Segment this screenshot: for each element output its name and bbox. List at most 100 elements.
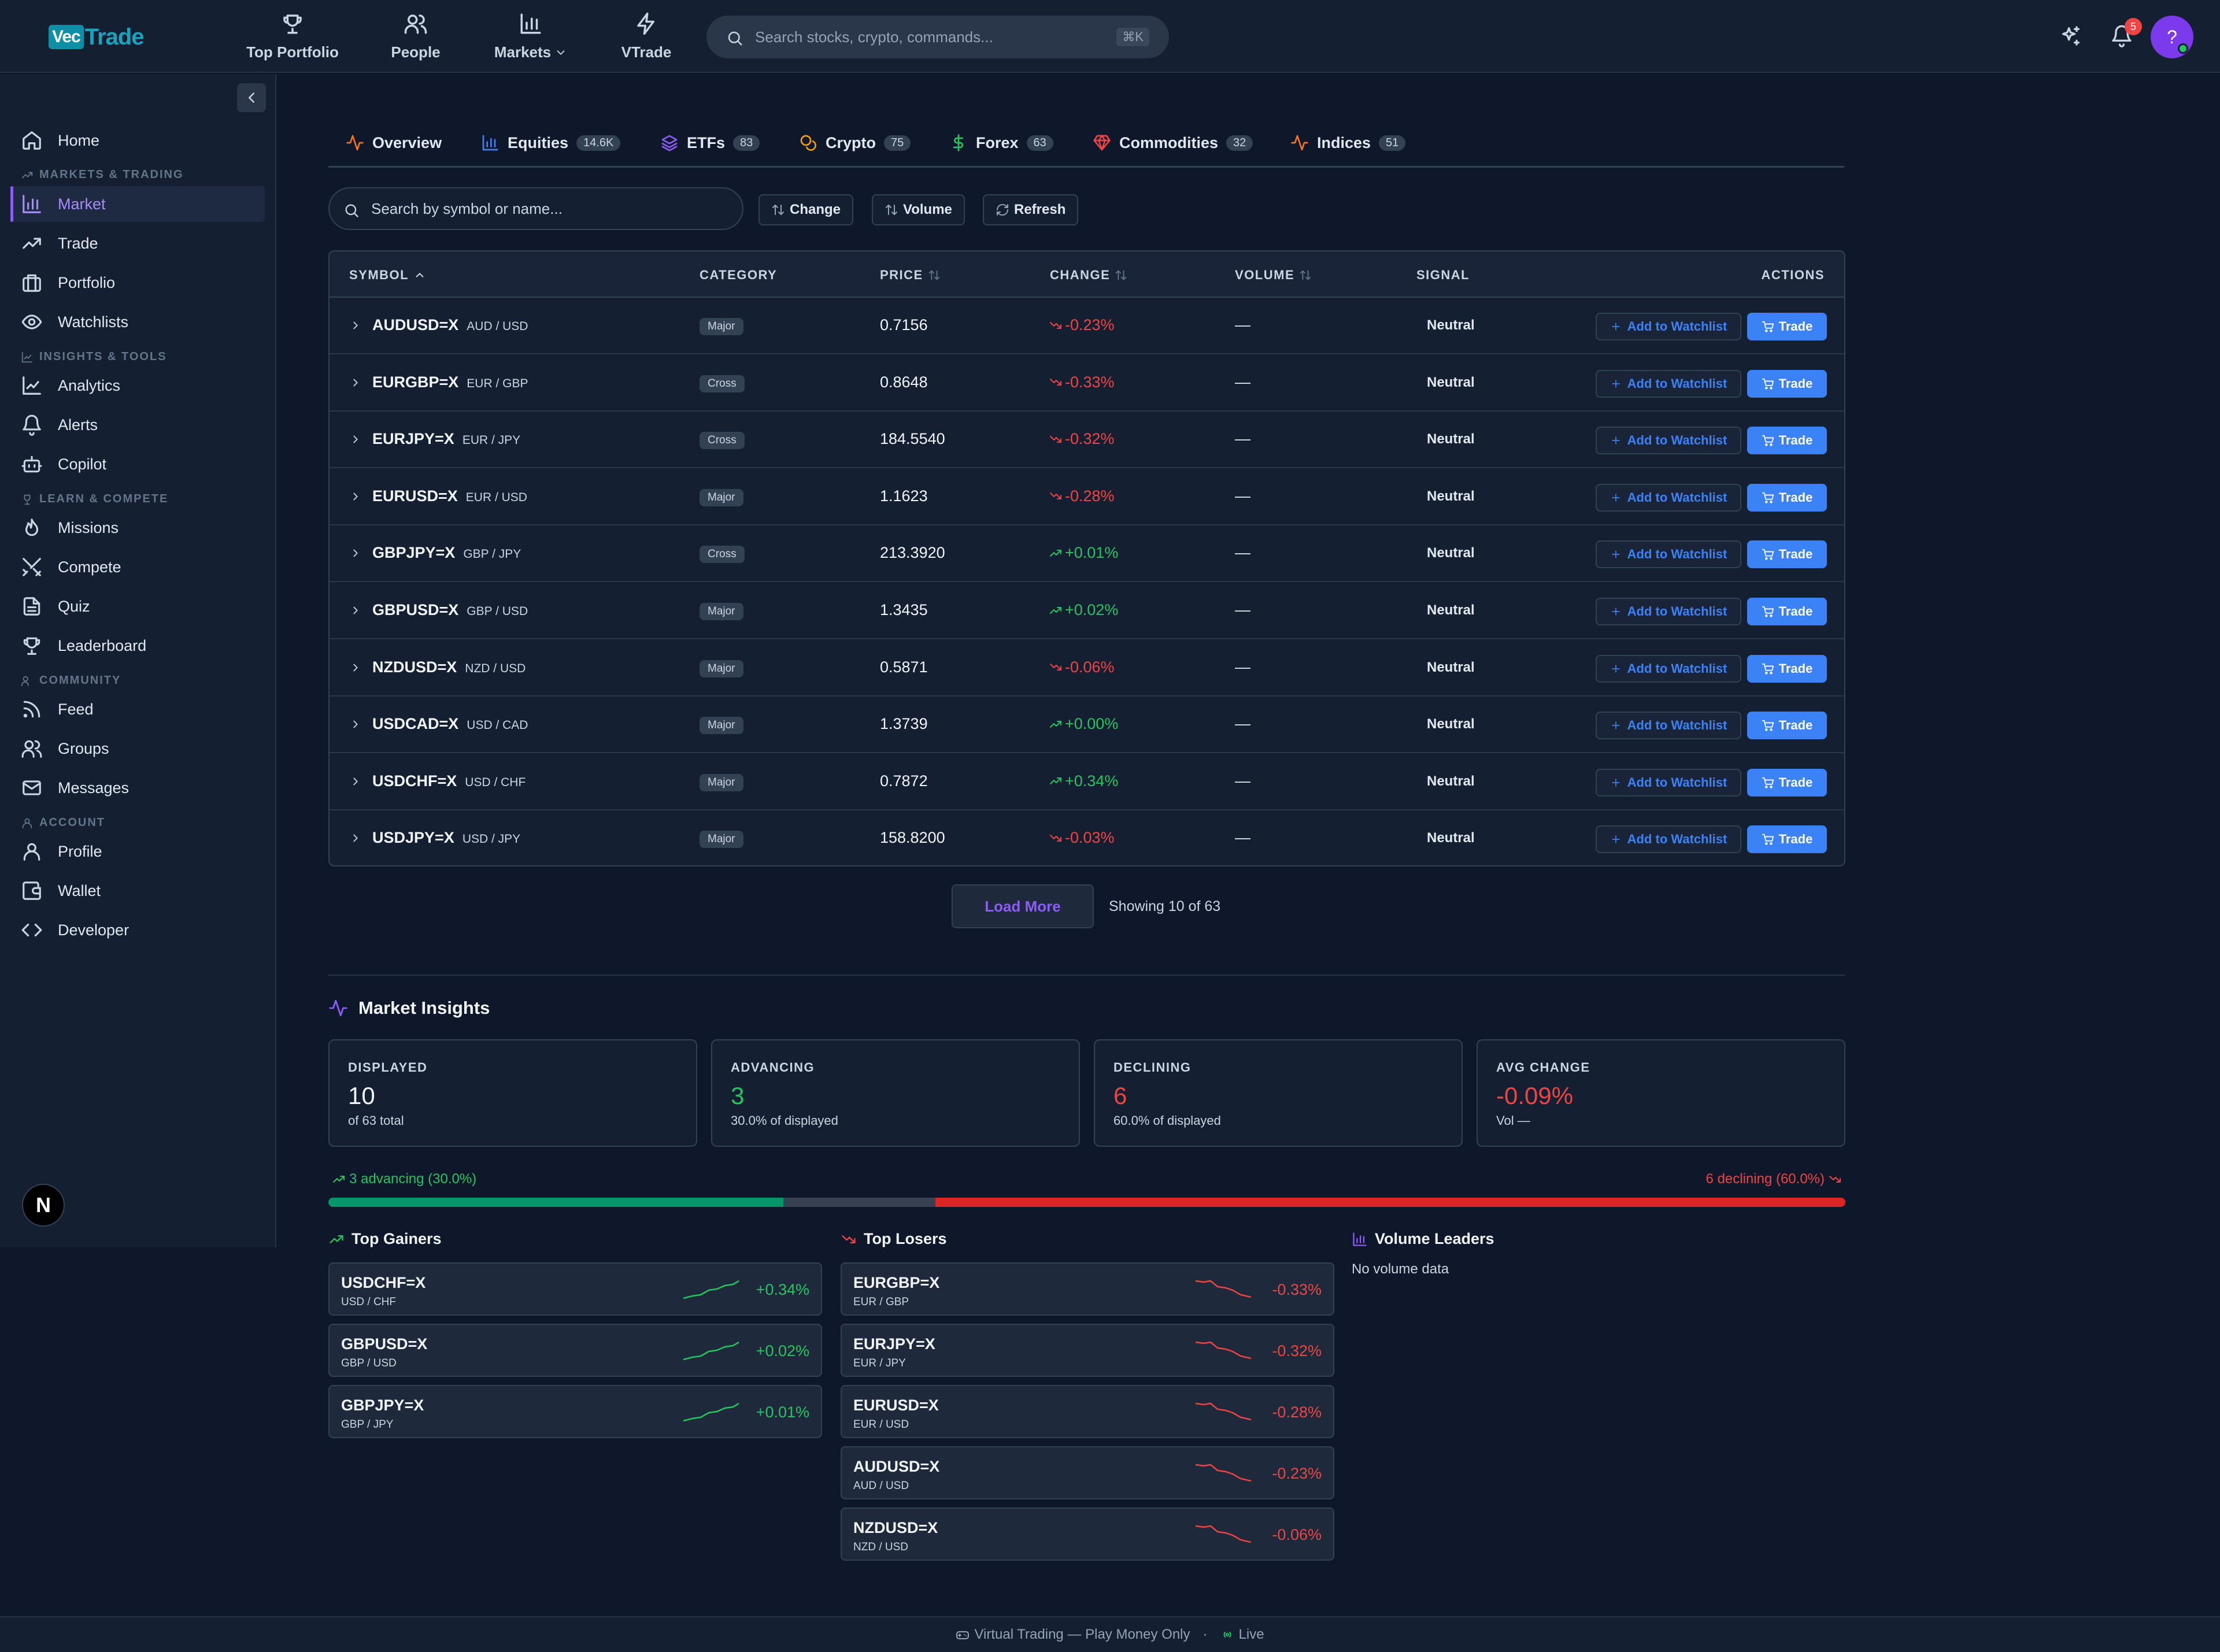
table-row[interactable]: GBPUSD=X GBP / USD Major 1.3435 +0.02% — Neutr… [330, 583, 1844, 639]
sidebar-item-trade[interactable]: Trade [10, 225, 265, 261]
gainer-item[interactable]: GBPJPY=X GBP / JPY +0.01% [328, 1385, 822, 1438]
sidebar-item-watchlists[interactable]: Watchlists [10, 304, 265, 340]
gainer-item[interactable]: GBPUSD=X GBP / USD +0.02% [328, 1324, 822, 1377]
table-row[interactable]: AUDUSD=X AUD / USD Major 0.7156 -0.23% — Neutr… [330, 298, 1844, 354]
add-to-watchlist-button[interactable]: Add to Watchlist [1596, 654, 1741, 683]
activity-icon [1291, 135, 1308, 151]
global-search[interactable]: ⌘K [706, 16, 1169, 58]
gainer-item[interactable]: USDCHF=X USD / CHF +0.34% [328, 1262, 822, 1316]
insight-card: DECLINING 6 60.0% of displayed [1094, 1039, 1463, 1147]
table-row[interactable]: USDCHF=X USD / CHF Major 0.7872 +0.34% — Neutr… [330, 754, 1844, 810]
trade-button[interactable]: Trade [1747, 654, 1827, 683]
loser-item[interactable]: EURJPY=X EUR / JPY -0.32% [841, 1324, 1334, 1377]
refresh-button[interactable]: Refresh [983, 194, 1079, 225]
nav-vtrade[interactable]: VTrade [617, 12, 675, 61]
global-search-input[interactable] [755, 16, 1102, 58]
header-symbol[interactable]: SYMBOL [349, 268, 426, 283]
nav-markets[interactable]: Markets [491, 12, 570, 61]
trade-button[interactable]: Trade [1747, 712, 1827, 740]
symbol-search[interactable] [328, 187, 743, 230]
table-row[interactable]: GBPJPY=X GBP / JPY Cross 213.3920 +0.01% — Neu… [330, 525, 1844, 583]
sidebar-item-developer[interactable]: Developer [10, 912, 265, 948]
sidebar-item-analytics[interactable]: Analytics [10, 368, 265, 403]
tab-label: Overview [372, 134, 442, 151]
sidebar-item-market[interactable]: Market [10, 186, 265, 222]
sidebar-item-messages[interactable]: Messages [10, 770, 265, 806]
collapse-sidebar-button[interactable] [237, 83, 266, 112]
add-to-watchlist-button[interactable]: Add to Watchlist [1596, 768, 1741, 797]
tab-forex[interactable]: Forex 63 [949, 129, 1053, 156]
table-row[interactable]: NZDUSD=X NZD / USD Major 0.5871 -0.06% — Neutr… [330, 640, 1844, 697]
mail-icon [23, 780, 41, 795]
search-icon [728, 31, 742, 46]
add-to-watchlist-button[interactable]: Add to Watchlist [1596, 427, 1741, 455]
logo[interactable]: Vec Trade [49, 22, 144, 52]
sidebar-item-feed[interactable]: Feed [10, 691, 265, 727]
trade-button[interactable]: Trade [1747, 540, 1827, 569]
sidebar-item-compete[interactable]: Compete [10, 549, 265, 585]
sidebar-item-missions[interactable]: Missions [10, 510, 265, 546]
header-volume[interactable]: VOLUME [1235, 268, 1312, 283]
table-row[interactable]: USDJPY=X USD / JPY Major 158.8200 -0.03% — Neu… [330, 810, 1844, 865]
row-signal: Neutral [1427, 374, 1475, 390]
nav-top-portfolio[interactable]: Top Portfolio [245, 12, 340, 61]
tab-crypto[interactable]: Crypto 75 [799, 129, 911, 156]
sidebar-item-portfolio[interactable]: Portfolio [10, 265, 265, 301]
symbol-search-input[interactable] [371, 188, 718, 229]
trade-button[interactable]: Trade [1747, 598, 1827, 625]
breadth-declining-fill [935, 1198, 1845, 1207]
sidebar-item-home[interactable]: Home [10, 123, 265, 158]
sidebar-item-copilot[interactable]: Copilot [10, 446, 265, 482]
sidebar-item-quiz[interactable]: Quiz [10, 588, 265, 624]
sidebar-item-profile[interactable]: Profile [10, 834, 265, 869]
avatar[interactable]: ? [2151, 16, 2193, 58]
table-row[interactable]: EURGBP=X EUR / GBP Cross 0.8648 -0.33% — Neutr… [330, 355, 1844, 412]
sort-volume-button[interactable]: Volume [872, 194, 965, 225]
sidebar-item-groups[interactable]: Groups [10, 731, 265, 766]
tab-indices[interactable]: Indices 51 [1290, 129, 1406, 156]
trade-button[interactable]: Trade [1747, 768, 1827, 797]
sidebar-item-leaderboard[interactable]: Leaderboard [10, 628, 265, 664]
loser-item[interactable]: AUDUSD=X AUD / USD -0.23% [841, 1446, 1334, 1499]
trade-button[interactable]: Trade [1747, 483, 1827, 512]
sort-change-button[interactable]: Change [758, 194, 854, 225]
trade-button[interactable]: Trade [1747, 313, 1827, 340]
table-row[interactable]: EURJPY=X EUR / JPY Cross 184.5540 -0.32% — Neu… [330, 412, 1844, 469]
tab-equities[interactable]: Equities 14.6K [481, 129, 621, 156]
chevron-right-icon [353, 720, 358, 728]
sidebar-item-alerts[interactable]: Alerts [10, 407, 265, 443]
button-label: Volume [903, 202, 952, 217]
add-to-watchlist-button[interactable]: Add to Watchlist [1596, 712, 1741, 740]
loser-item[interactable]: NZDUSD=X NZD / USD -0.06% [841, 1507, 1334, 1561]
add-to-watchlist-button[interactable]: Add to Watchlist [1596, 483, 1741, 512]
card-subtext: Vol — [1496, 1113, 1530, 1128]
tab-overview[interactable]: Overview [346, 129, 442, 156]
header-price[interactable]: PRICE [880, 268, 941, 283]
bell-icon[interactable] [2110, 24, 2133, 47]
add-to-watchlist-button[interactable]: Add to Watchlist [1596, 313, 1741, 340]
nav-people[interactable]: People [388, 12, 443, 61]
sidebar-item-wallet[interactable]: Wallet [10, 873, 265, 909]
add-to-watchlist-button[interactable]: Add to Watchlist [1596, 825, 1741, 854]
table-row[interactable]: EURUSD=X EUR / USD Major 1.1623 -0.28% — Neutr… [330, 469, 1844, 525]
add-to-watchlist-button[interactable]: Add to Watchlist [1596, 369, 1741, 398]
mover-change: -0.32% [1272, 1342, 1322, 1360]
trade-button[interactable]: Trade [1747, 825, 1827, 854]
loser-item[interactable]: EURGBP=X EUR / GBP -0.33% [841, 1262, 1334, 1316]
sparkline [683, 1280, 739, 1299]
loser-item[interactable]: EURUSD=X EUR / USD -0.28% [841, 1385, 1334, 1438]
load-more-button[interactable]: Load More [952, 884, 1094, 928]
tab-commodities[interactable]: Commodities 32 [1093, 129, 1253, 156]
table-row[interactable]: USDCAD=X USD / CAD Major 1.3739 +0.00% — Neutr… [330, 697, 1844, 754]
trade-button[interactable]: Trade [1747, 427, 1827, 455]
row-signal: Neutral [1427, 602, 1475, 618]
sparkles-icon[interactable] [2059, 24, 2082, 47]
add-to-watchlist-button[interactable]: Add to Watchlist [1596, 540, 1741, 569]
tab-count: 32 [1226, 135, 1253, 151]
sidebar-section-community: COMMUNITY [21, 674, 121, 687]
trade-button[interactable]: Trade [1747, 369, 1827, 398]
framework-badge[interactable]: N [22, 1184, 65, 1227]
add-to-watchlist-button[interactable]: Add to Watchlist [1596, 598, 1741, 625]
header-change[interactable]: CHANGE [1050, 268, 1127, 283]
tab-etfs[interactable]: ETFs 83 [660, 129, 760, 156]
